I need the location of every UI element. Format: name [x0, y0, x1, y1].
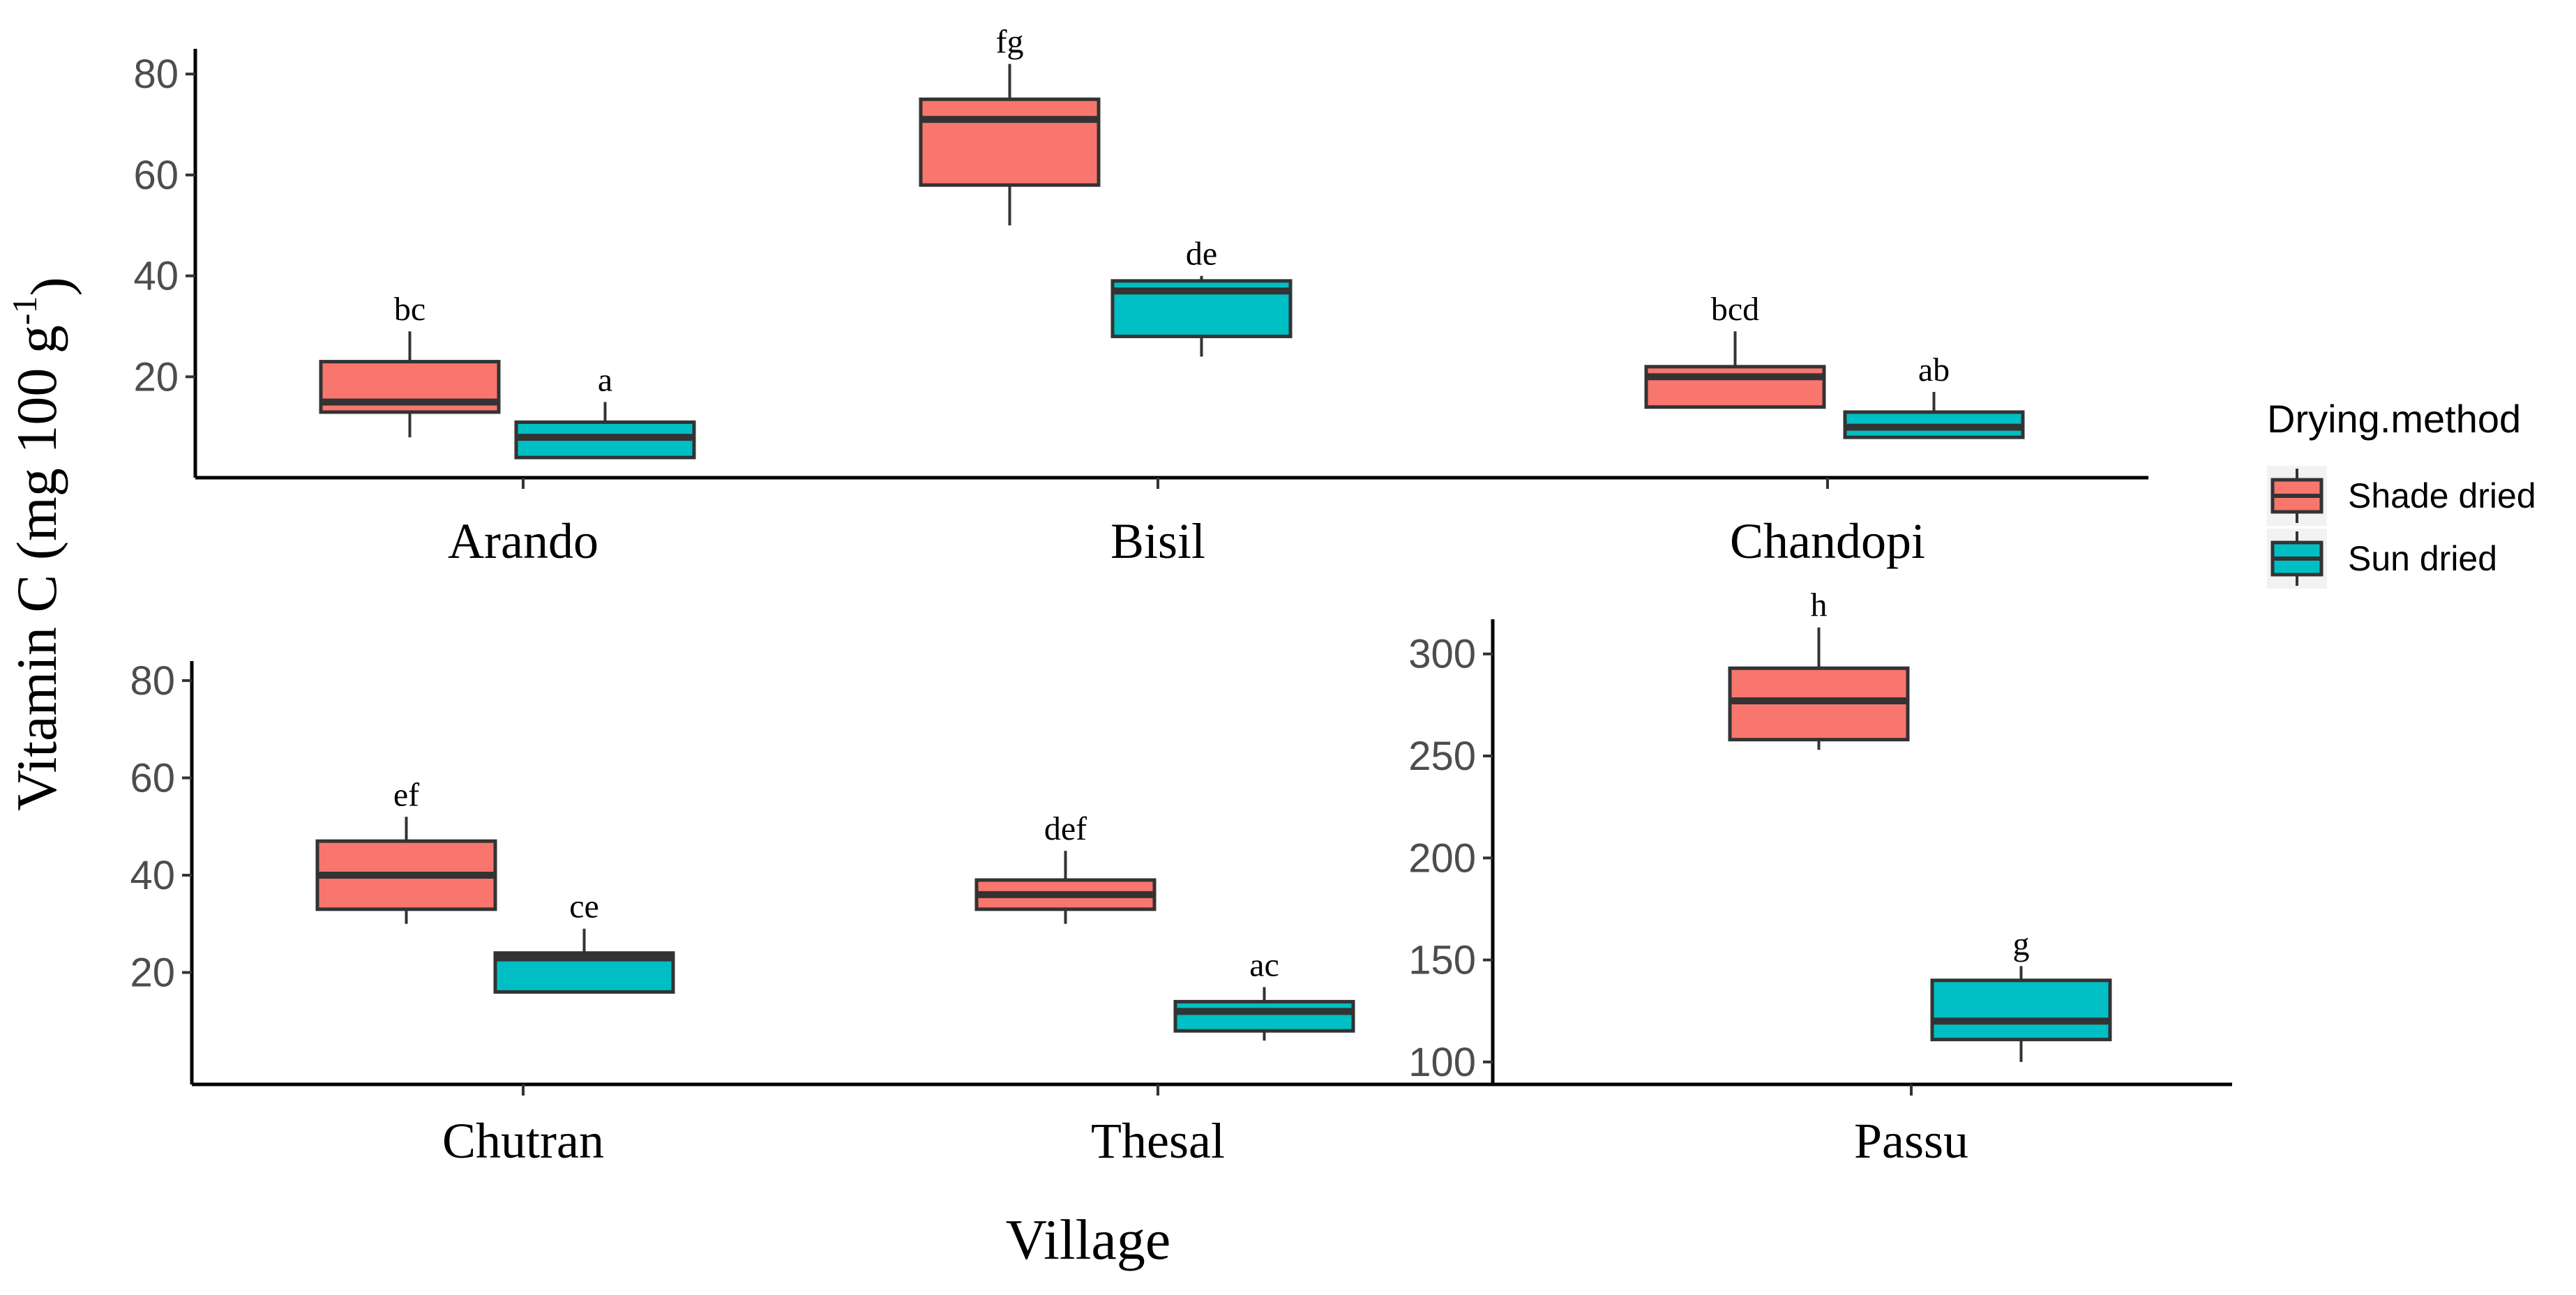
y-tick-label: 100: [1408, 1040, 1476, 1085]
panel-passu: Passu 100 150 200 250 300 h g: [1408, 587, 2232, 1169]
box-iqr: [1930, 978, 2112, 1042]
panel-chutran: Chutran 20 40 60 80 ef ce: [130, 658, 851, 1169]
box-iqr: [919, 97, 1101, 187]
y-tick-label: 60: [133, 153, 179, 198]
panel-chandopi: Chandopi bcd ab: [1493, 291, 2148, 569]
legend-title: Drying.method: [2267, 397, 2521, 441]
significance-label: bc: [394, 291, 425, 328]
y-tick-label: 300: [1408, 632, 1476, 677]
box-thesal-shade-dried: def: [974, 810, 1157, 924]
box-bisil-shade-dried: fg: [919, 24, 1101, 226]
significance-label: g: [2013, 925, 2030, 962]
y-tick-label: 250: [1408, 734, 1476, 779]
y-tick-label: 40: [133, 254, 179, 299]
panel-bisil: Bisil fg de: [858, 24, 1493, 569]
panel-label-chandopi: Chandopi: [1730, 513, 1925, 569]
significance-label: fg: [996, 24, 1024, 61]
significance-label: h: [1811, 587, 1828, 624]
y-tick-label: 80: [133, 52, 179, 97]
box-arando-shade-dried: bc: [319, 291, 501, 438]
significance-label: ce: [569, 888, 599, 925]
box-thesal-sun-dried: ac: [1173, 946, 1355, 1041]
y-tick-label: 20: [130, 951, 175, 996]
significance-label: ac: [1249, 946, 1279, 983]
panel-arando: Arando 20 40 60 80 bc a: [133, 49, 858, 569]
panel-label-bisil: Bisil: [1110, 513, 1205, 569]
legend-label: Shade dried: [2348, 476, 2536, 515]
y-tick-label: 60: [130, 755, 175, 801]
x-axis-title: Village: [1006, 1208, 1170, 1271]
box-iqr: [1644, 365, 1826, 409]
y-tick-label: 150: [1408, 938, 1476, 983]
significance-label: a: [598, 361, 612, 398]
panel-thesal: Thesal def ac: [851, 810, 1493, 1169]
legend-label: Sun dried: [2348, 539, 2497, 578]
box-bisil-sun-dried: de: [1110, 236, 1293, 357]
y-tick-label: 40: [130, 853, 175, 898]
box-arando-sun-dried: a: [514, 361, 696, 460]
box-chandopi-shade-dried: bcd: [1644, 291, 1826, 409]
significance-label: ef: [393, 776, 419, 813]
y-tick-label: 200: [1408, 835, 1476, 881]
box-chutran-sun-dried: ce: [493, 888, 675, 994]
facet-panels: Arando20406080bcaBisilfgdeChandopibcdabC…: [130, 24, 2232, 1169]
box-chutran-shade-dried: ef: [315, 776, 497, 924]
significance-label: ab: [1918, 351, 1950, 388]
significance-label: de: [1186, 236, 1217, 273]
y-tick-label: 80: [130, 658, 175, 704]
panel-label-thesal: Thesal: [1091, 1113, 1225, 1169]
y-axis-title: Vitamin C (mg 100 g-1): [5, 277, 82, 811]
box-chandopi-sun-dried: ab: [1843, 351, 2025, 439]
box-iqr: [1173, 999, 1355, 1033]
panel-label-arando: Arando: [448, 513, 598, 569]
y-tick-label: 20: [133, 354, 179, 400]
box-passu-sun-dried: g: [1930, 925, 2112, 1062]
legend-entry-shade-dried: Shade dried: [2267, 466, 2536, 526]
panel-label-chutran: Chutran: [442, 1113, 604, 1169]
significance-label: bcd: [1711, 291, 1759, 328]
box-passu-shade-dried: h: [1728, 587, 1910, 750]
legend: Drying.method Shade dried Sun dried: [2267, 397, 2536, 589]
legend-entry-sun-dried: Sun dried: [2267, 529, 2497, 589]
significance-label: def: [1044, 810, 1087, 847]
panel-label-passu: Passu: [1854, 1113, 1968, 1169]
